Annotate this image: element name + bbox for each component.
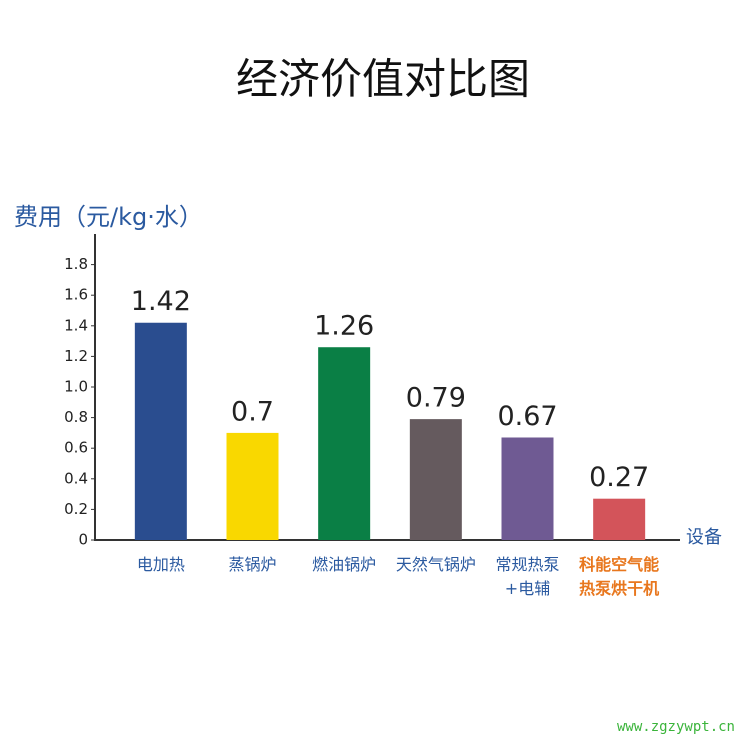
x-tick-label: 蒸锅炉 bbox=[228, 555, 277, 574]
bar bbox=[134, 322, 187, 540]
x-tick-label: 常规热泵 +电辅 bbox=[495, 555, 560, 598]
y-tick-label: 0.2 bbox=[64, 500, 88, 518]
x-axis-label: 设备 bbox=[686, 527, 722, 548]
bar bbox=[593, 498, 646, 540]
y-tick-label: 1.0 bbox=[64, 378, 88, 396]
x-tick-label: 电加热 bbox=[136, 555, 185, 574]
bar bbox=[409, 419, 462, 540]
value-label: 0.27 bbox=[589, 462, 649, 493]
bar bbox=[501, 437, 554, 540]
y-axis-label: 费用（元/kg·水） bbox=[14, 203, 203, 231]
chart-title: 经济价值对比图 bbox=[236, 55, 530, 104]
x-tick-label: 燃油锅炉 bbox=[312, 555, 377, 574]
y-tick-label: 1.6 bbox=[64, 286, 88, 304]
y-tick-label: 0 bbox=[78, 531, 88, 549]
bar bbox=[318, 347, 371, 540]
value-label: 1.42 bbox=[131, 286, 191, 317]
y-tick-label: 1.2 bbox=[64, 347, 88, 365]
y-tick-label: 0.6 bbox=[64, 439, 88, 457]
y-tick-label: 1.4 bbox=[64, 316, 88, 334]
bar bbox=[226, 432, 279, 540]
y-tick-label: 1.8 bbox=[64, 255, 88, 273]
x-tick-label: 天然气锅炉 bbox=[395, 555, 476, 574]
value-label: 0.7 bbox=[231, 396, 274, 427]
x-tick-label: 科能空气能 热泵烘干机 bbox=[579, 555, 660, 598]
y-tick-label: 0.4 bbox=[64, 469, 88, 487]
value-label: 1.26 bbox=[314, 311, 374, 342]
value-label: 0.67 bbox=[497, 401, 557, 432]
y-tick-label: 0.8 bbox=[64, 408, 88, 426]
watermark: www.zgzywpt.cn bbox=[617, 719, 735, 735]
value-label: 0.79 bbox=[406, 383, 466, 414]
